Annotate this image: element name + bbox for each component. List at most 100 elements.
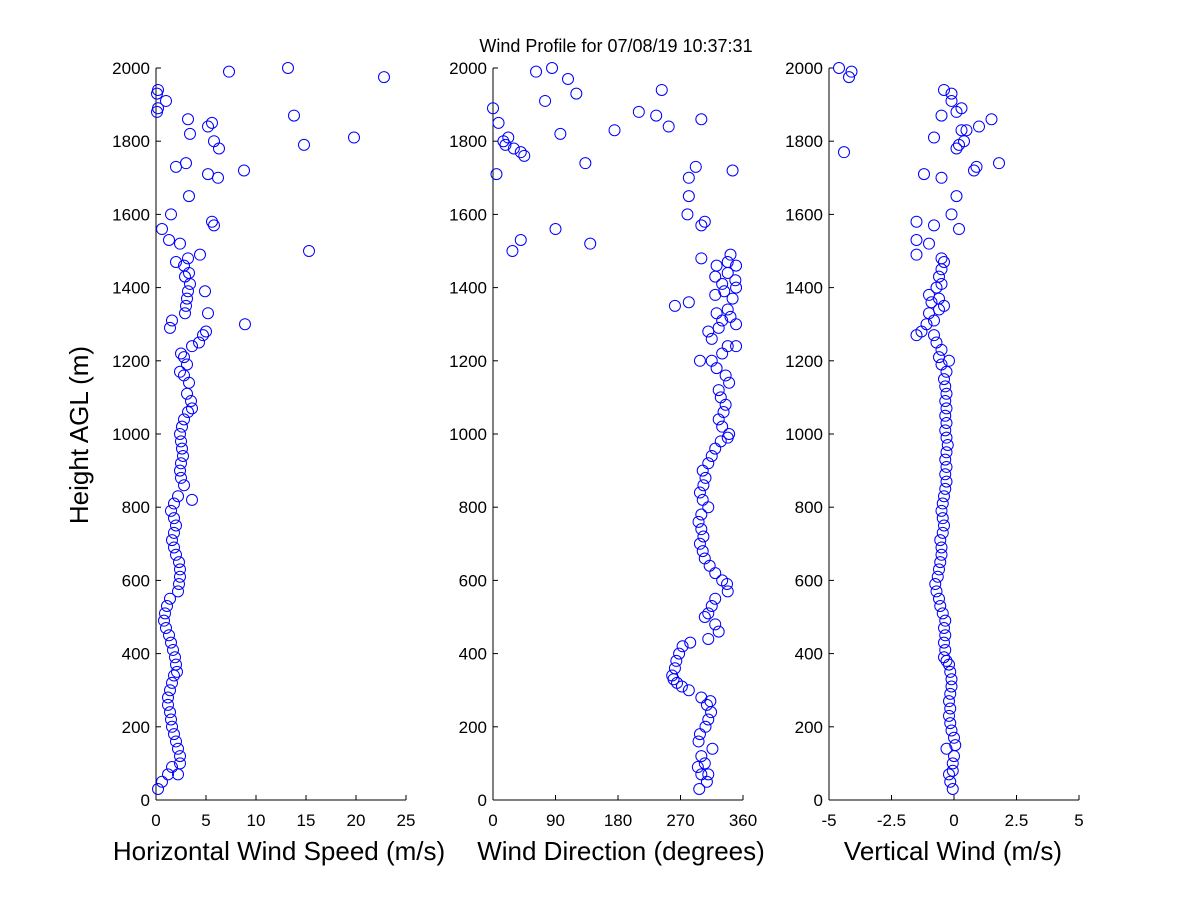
data-point — [206, 116, 218, 129]
data-point — [174, 757, 186, 770]
data-point — [186, 402, 198, 415]
data-point — [497, 135, 510, 148]
data-point — [174, 428, 186, 440]
data-point — [726, 164, 739, 177]
data-point — [730, 281, 743, 294]
data-point — [940, 460, 953, 473]
data-point — [938, 83, 950, 96]
data-point — [845, 65, 858, 78]
data-point — [165, 636, 177, 649]
data-point — [721, 255, 734, 268]
y-tick-label: 1800 — [785, 132, 823, 151]
data-point — [939, 409, 952, 422]
data-point — [944, 702, 957, 715]
y-tick-label: 1600 — [449, 205, 487, 224]
data-point — [518, 149, 531, 162]
data-point — [945, 724, 958, 737]
x-tick-label: 15 — [297, 811, 316, 830]
data-point — [933, 563, 945, 576]
x-axis-label-vertical-wind: Vertical Wind (m/s) — [844, 836, 1062, 866]
data-point — [973, 120, 985, 133]
horizontal-wind-speed-panel: 0 200 400 600 800 1000 1200 1400 1600 1800 2000 0 5 1… — [112, 59, 415, 830]
y-tick-label: 0 — [814, 791, 823, 810]
data-point — [208, 135, 220, 148]
data-point — [174, 365, 186, 378]
data-point — [168, 541, 180, 554]
data-point — [185, 395, 197, 408]
data-point — [183, 190, 195, 203]
data-point — [490, 168, 503, 181]
data-point — [945, 208, 958, 221]
data-point — [165, 504, 177, 517]
x-axis-label-horizontal-speed: Horizontal Wind Speed (m/s) — [113, 836, 445, 866]
data-point — [570, 87, 583, 100]
data-point — [705, 332, 718, 345]
y-tick-label: 1400 — [112, 279, 150, 298]
data-point — [939, 468, 952, 481]
data-point — [282, 62, 294, 74]
data-point — [719, 369, 732, 382]
y-tick-label: 800 — [122, 498, 150, 517]
data-point — [935, 277, 948, 290]
y-tick-label: 0 — [141, 791, 150, 810]
data-point — [161, 600, 173, 613]
data-point — [173, 556, 185, 569]
data-point — [487, 102, 499, 115]
data-point — [162, 768, 174, 781]
data-point — [168, 728, 180, 741]
y-tick-label: 1200 — [112, 352, 150, 371]
data-point — [180, 157, 192, 170]
data-point — [695, 219, 708, 232]
data-point — [960, 124, 973, 137]
data-point — [681, 208, 694, 221]
data-point — [181, 292, 193, 305]
data-point — [693, 537, 706, 550]
data-point — [936, 526, 949, 539]
data-point — [163, 629, 175, 642]
data-point — [303, 245, 315, 257]
data-point — [712, 384, 725, 397]
data-point — [689, 160, 702, 173]
data-point — [554, 127, 567, 140]
data-point — [584, 237, 597, 250]
data-point — [950, 142, 963, 155]
data-point — [695, 523, 708, 536]
data-point — [946, 757, 959, 770]
data-point — [712, 625, 725, 638]
data-point — [194, 248, 206, 261]
data-point — [178, 369, 190, 382]
data-point — [650, 109, 663, 122]
data-point — [506, 245, 519, 257]
data-point — [182, 252, 194, 265]
data-point — [935, 358, 948, 371]
data-point — [152, 783, 164, 796]
data-point — [718, 285, 731, 298]
data-point — [697, 530, 710, 543]
data-point — [938, 373, 950, 386]
data-point — [697, 479, 710, 492]
x-tick-label: 10 — [247, 811, 266, 830]
data-point — [174, 563, 186, 576]
data-point — [238, 164, 250, 177]
data-point — [168, 497, 180, 510]
data-point — [724, 310, 737, 323]
data-point — [696, 493, 709, 506]
data-point — [693, 486, 706, 499]
data-point — [939, 453, 952, 466]
data-point — [632, 105, 645, 118]
x-tick-label: 25 — [397, 811, 416, 830]
data-point — [202, 307, 214, 320]
data-point — [175, 347, 187, 360]
y-tick-label: 2000 — [112, 59, 150, 78]
data-point — [945, 94, 958, 107]
data-point — [939, 380, 952, 393]
data-point — [928, 131, 940, 144]
data-point — [940, 431, 953, 444]
x-tick-label: 180 — [604, 811, 632, 830]
data-point — [946, 764, 959, 777]
data-point — [993, 157, 1005, 170]
data-point — [166, 720, 178, 733]
y-tick-label: 1400 — [785, 279, 823, 298]
data-point — [941, 438, 954, 451]
